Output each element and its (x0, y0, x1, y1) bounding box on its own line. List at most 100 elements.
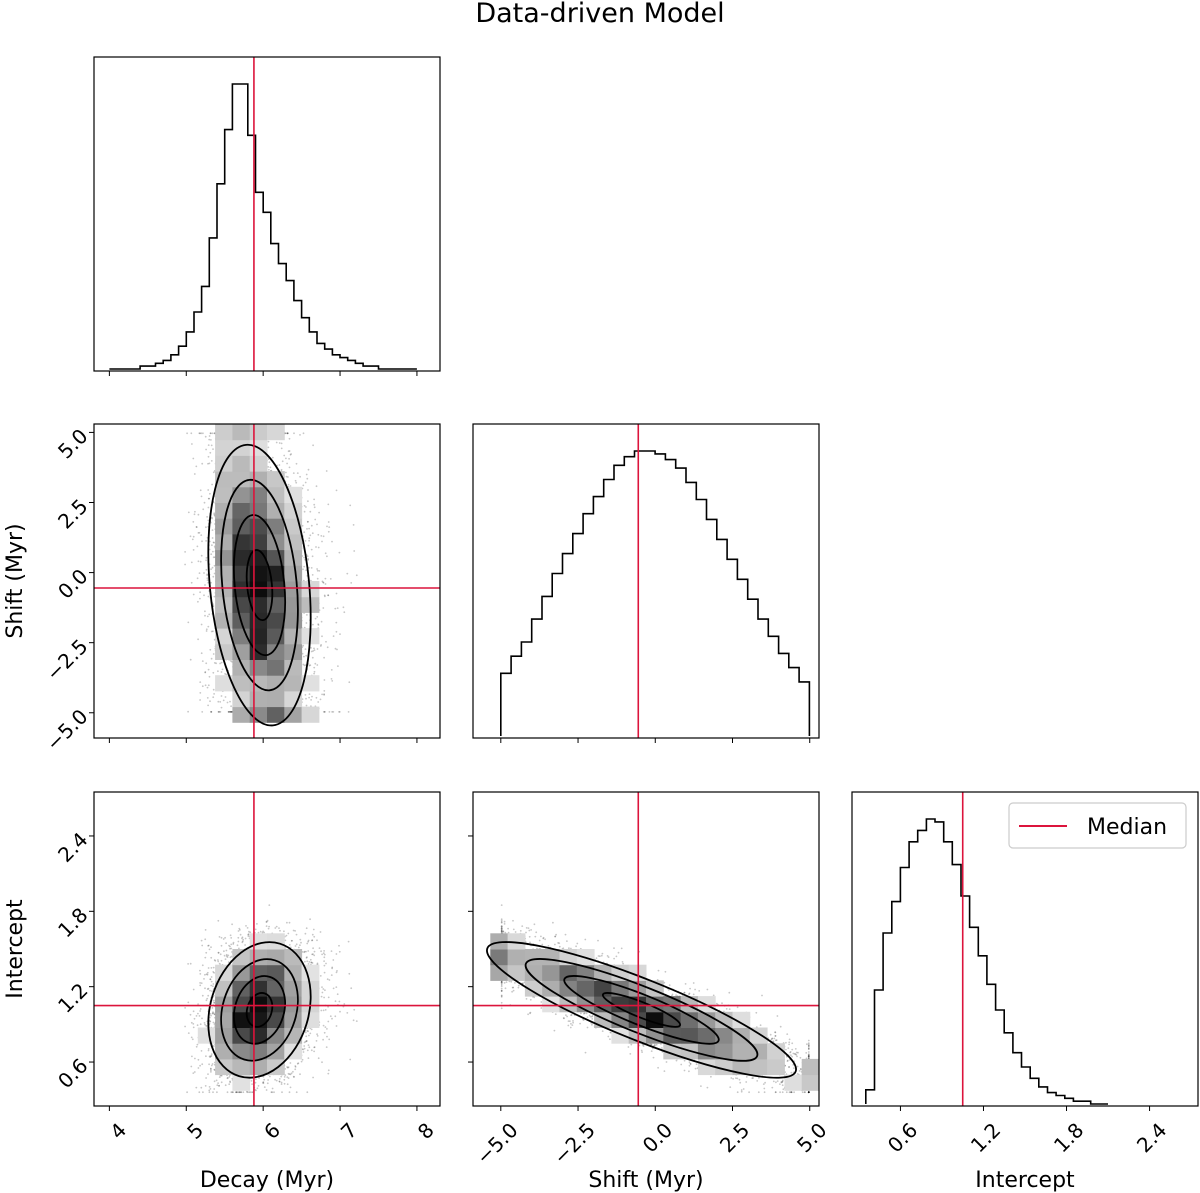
sample-point (299, 434, 301, 436)
sample-point (221, 668, 224, 671)
sample-point (319, 698, 322, 701)
sample-point (202, 508, 205, 511)
sample-point (317, 533, 320, 536)
sample-point (286, 432, 289, 435)
sample-point (278, 442, 281, 444)
sample-point (208, 497, 211, 500)
sample-point (192, 521, 195, 523)
sample-point (197, 513, 200, 516)
sample-point (211, 544, 213, 547)
sample-point (308, 527, 310, 530)
sample-point (211, 483, 214, 486)
sample-point (302, 644, 305, 647)
sample-point (204, 671, 207, 673)
sample-point (337, 665, 339, 667)
sample-point (224, 673, 227, 675)
sample-point (267, 440, 270, 443)
sample-point (308, 693, 311, 695)
sample-point (217, 700, 220, 703)
sample-point (210, 568, 213, 570)
sample-point (323, 693, 325, 695)
sample-point (267, 458, 270, 460)
sample-point (323, 690, 326, 692)
sample-point (332, 711, 335, 713)
sample-point (195, 526, 198, 528)
sample-point (217, 711, 220, 713)
sample-point (322, 607, 325, 609)
sample-point (315, 485, 318, 488)
sample-point (212, 630, 214, 633)
sample-point (318, 570, 321, 572)
sample-point (199, 597, 201, 600)
sample-point (205, 540, 208, 542)
sample-point (212, 471, 215, 474)
sample-point (213, 513, 216, 516)
sample-point (200, 495, 203, 498)
sample-point (334, 647, 337, 650)
sample-point (230, 711, 233, 713)
sample-point (327, 594, 329, 597)
sample-point (350, 582, 353, 584)
sample-point (199, 591, 202, 594)
sample-point (321, 635, 323, 638)
sample-point (287, 476, 289, 478)
sample-point (230, 705, 233, 708)
sample-point (210, 444, 213, 447)
sample-point (210, 657, 213, 660)
sample-point (310, 650, 313, 653)
sample-point (347, 711, 350, 713)
sample-point (305, 473, 308, 476)
sample-point (289, 485, 292, 487)
sample-point (206, 579, 209, 581)
sample-point (294, 479, 297, 482)
sample-point (286, 432, 288, 435)
sample-point (212, 501, 215, 504)
sample-point (229, 700, 231, 703)
sample-point (327, 521, 330, 523)
sample-point (307, 557, 309, 560)
sample-point (324, 595, 326, 598)
sample-point (321, 693, 323, 696)
sample-point (219, 662, 222, 665)
sample-point (303, 510, 306, 513)
panel-frame (93, 56, 441, 372)
sample-point (208, 613, 211, 616)
sample-point (302, 432, 305, 435)
sample-point (206, 686, 209, 689)
sample-point (187, 710, 190, 713)
sample-point (201, 540, 203, 543)
sample-point (212, 653, 215, 655)
sample-point (349, 504, 352, 507)
sample-point (187, 511, 190, 514)
sample-point (184, 551, 187, 553)
sample-point (288, 457, 290, 460)
sample-point (330, 678, 333, 680)
sample-point (310, 647, 312, 649)
sample-point (307, 544, 310, 547)
sample-point (211, 517, 213, 520)
sample-point (307, 500, 309, 503)
sample-point (190, 561, 193, 564)
sample-point (311, 555, 314, 558)
sample-point (307, 559, 310, 561)
sample-point (295, 481, 298, 484)
sample-point (335, 621, 338, 624)
sample-point (303, 504, 306, 507)
sample-point (191, 443, 193, 445)
sample-point (195, 465, 198, 468)
sample-point (270, 469, 273, 472)
sample-point (220, 695, 223, 697)
chart-title: Data-driven Model (475, 0, 724, 29)
sample-point (323, 679, 326, 681)
sample-point (313, 506, 316, 509)
sample-point (305, 697, 307, 700)
sample-point (285, 471, 287, 474)
sample-point (285, 475, 288, 478)
sample-point (226, 701, 229, 704)
sample-point (343, 611, 346, 614)
sample-point (309, 534, 312, 537)
sample-point (187, 621, 190, 624)
sample-point (310, 567, 313, 569)
sample-point (212, 541, 215, 544)
sample-point (278, 464, 281, 466)
